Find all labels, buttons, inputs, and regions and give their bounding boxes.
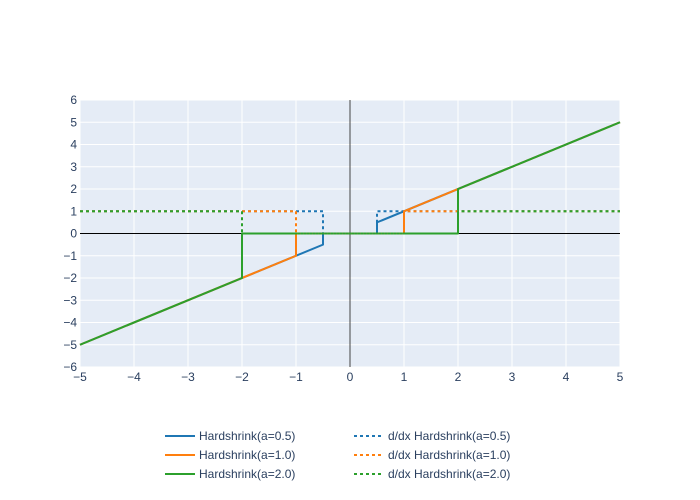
series-layer (79, 121, 621, 346)
y-tick-label: 5 (70, 115, 77, 129)
legend-label: Hardshrink(a=2.0) (199, 467, 295, 481)
series-line-6 (80, 210, 620, 235)
legend-label: d/dx Hardshrink(a=1.0) (388, 448, 510, 462)
y-tick-label: −6 (63, 360, 77, 374)
legend-item-3[interactable]: Hardshrink(a=2.0) (165, 467, 295, 481)
y-tick-label: −4 (63, 316, 77, 330)
x-tick-label: −3 (181, 370, 195, 384)
legend-item-4[interactable]: d/dx Hardshrink(a=0.5) (354, 429, 510, 443)
y-tick-label: −3 (63, 293, 77, 307)
x-tick-label: 3 (509, 370, 516, 384)
y-tick-label: 6 (70, 93, 77, 107)
x-tick-label: −5 (73, 370, 87, 384)
y-tick-label: 1 (70, 204, 77, 218)
x-axis-ticks: −5 −4 −3 −2 −1 0 1 2 3 4 5 (73, 370, 624, 384)
series-line-3 (79, 121, 621, 346)
x-tick-label: 2 (455, 370, 462, 384)
legend-item-2[interactable]: Hardshrink(a=1.0) (165, 448, 295, 462)
y-tick-label: 0 (70, 227, 77, 241)
legend-item-5[interactable]: d/dx Hardshrink(a=1.0) (354, 448, 510, 462)
x-tick-label: 1 (401, 370, 408, 384)
y-tick-label: 3 (70, 160, 77, 174)
legend-item-6[interactable]: d/dx Hardshrink(a=2.0) (354, 467, 510, 481)
y-tick-label: −1 (63, 249, 77, 263)
series-line-5 (80, 210, 620, 235)
y-tick-label: −2 (63, 271, 77, 285)
y-tick-label: 2 (70, 182, 77, 196)
legend[interactable]: Hardshrink(a=0.5) Hardshrink(a=1.0) Hardsh… (165, 429, 510, 481)
x-tick-label: 4 (563, 370, 570, 384)
y-axis-ticks: −6 −5 −4 −3 −2 −1 0 1 2 3 4 5 6 (63, 93, 77, 374)
legend-label: d/dx Hardshrink(a=0.5) (388, 429, 510, 443)
legend-label: d/dx Hardshrink(a=2.0) (388, 467, 510, 481)
legend-item-1[interactable]: Hardshrink(a=0.5) (165, 429, 295, 443)
y-tick-label: 4 (70, 138, 77, 152)
legend-label: Hardshrink(a=1.0) (199, 448, 295, 462)
y-tick-label: −5 (63, 338, 77, 352)
x-tick-label: 0 (347, 370, 354, 384)
legend-label: Hardshrink(a=0.5) (199, 429, 295, 443)
x-tick-label: −1 (289, 370, 303, 384)
x-tick-label: −4 (127, 370, 141, 384)
x-tick-label: 5 (617, 370, 624, 384)
x-tick-label: −2 (235, 370, 249, 384)
